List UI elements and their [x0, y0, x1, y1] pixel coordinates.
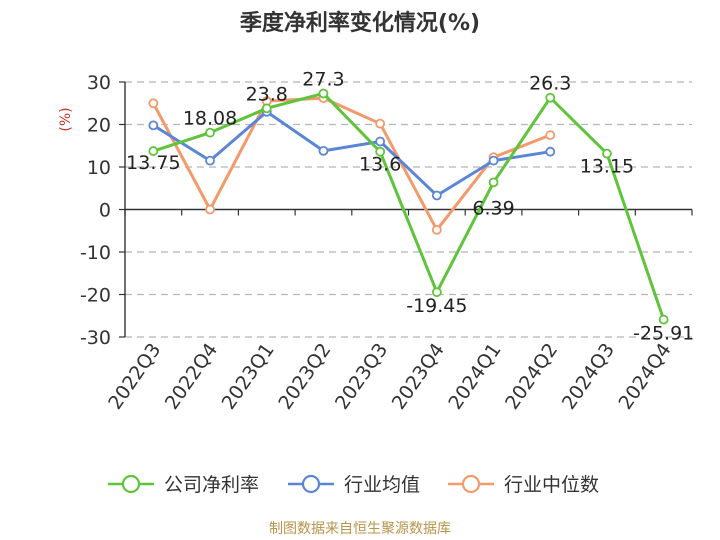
data-point: [205, 155, 215, 166]
x-tick-label: 2023Q2: [274, 339, 335, 413]
x-tick-label: 2024Q4: [614, 339, 675, 413]
x-tick-label: 2024Q3: [558, 339, 619, 413]
data-point: [488, 177, 499, 188]
x-tick-label: 2024Q1: [444, 339, 505, 413]
y-tick-label: -10: [80, 242, 111, 264]
data-point: [205, 204, 215, 215]
y-tick-label: -20: [80, 285, 111, 307]
legend: 公司净利率 行业均值 行业中位数: [108, 474, 599, 496]
legend-label: 行业中位数: [504, 474, 599, 496]
data-point: [375, 118, 386, 129]
legend-swatch-marker: [461, 474, 481, 494]
data-point: [148, 120, 159, 131]
data-label: 13.6: [359, 154, 401, 176]
data-point: [602, 148, 612, 159]
series-layer: [148, 88, 669, 325]
legend-swatch-marker: [121, 474, 141, 494]
data-point: [545, 92, 556, 103]
source-note: 制图数据来自恒生聚源数据库: [269, 521, 451, 537]
data-label: -19.45: [406, 295, 467, 317]
data-point: [488, 155, 499, 166]
x-tick-label: 2023Q3: [331, 339, 392, 413]
data-point: [431, 190, 442, 201]
data-label: 23.8: [246, 83, 288, 105]
data-point: [318, 145, 329, 156]
data-label: 26.3: [529, 73, 571, 95]
series-2: [148, 93, 556, 235]
legend-label: 公司净利率: [164, 474, 259, 496]
data-point: [431, 224, 442, 235]
data-label: 6.39: [472, 197, 514, 219]
series-line: [152, 91, 666, 321]
series-line: [152, 96, 551, 232]
chart-title: 季度净利率变化情况(%): [240, 10, 480, 36]
x-tick-label: 2022Q4: [161, 339, 222, 413]
data-label: 13.15: [580, 156, 634, 178]
legend-label: 行业均值: [344, 474, 420, 496]
y-tick-label: 20: [87, 115, 111, 137]
legend-swatch-marker: [301, 474, 321, 494]
series-1: [148, 106, 556, 201]
data-point: [261, 103, 272, 114]
y-tick-label: 30: [87, 72, 111, 94]
axis-layer: -30 -20 -10 0 10 20 30 2022Q32022Q42023Q12023Q2…: [80, 72, 693, 414]
data-point: [658, 314, 669, 325]
data-point: [545, 130, 556, 141]
y-tick-label: 10: [87, 157, 111, 179]
data-label: 27.3: [302, 68, 344, 90]
x-tick-label: 2023Q4: [388, 339, 449, 413]
series-0: [148, 88, 669, 325]
data-label: -25.91: [633, 323, 694, 345]
data-label: 13.75: [126, 152, 180, 174]
legend-item-1[interactable]: 行业均值: [288, 474, 420, 496]
data-point: [205, 127, 215, 138]
data-point: [375, 136, 386, 147]
data-point: [375, 146, 386, 157]
data-point: [148, 146, 159, 156]
x-tick-label: 2024Q2: [501, 339, 562, 413]
y-axis-label: (%): [58, 107, 74, 131]
y-tick-label: -30: [80, 327, 111, 349]
data-label: 18.08: [183, 108, 237, 130]
x-tick-label: 2023Q1: [218, 339, 279, 413]
data-point: [148, 98, 159, 109]
legend-item-2[interactable]: 行业中位数: [448, 474, 599, 496]
grid-layer: [125, 81, 692, 338]
legend-item-0[interactable]: 公司净利率: [108, 474, 259, 496]
data-point: [431, 287, 442, 298]
data-point: [545, 146, 556, 157]
series-line: [152, 110, 551, 197]
x-tick-label: 2022Q3: [104, 339, 165, 413]
y-tick-label: 0: [99, 200, 111, 222]
data-point: [318, 88, 329, 99]
